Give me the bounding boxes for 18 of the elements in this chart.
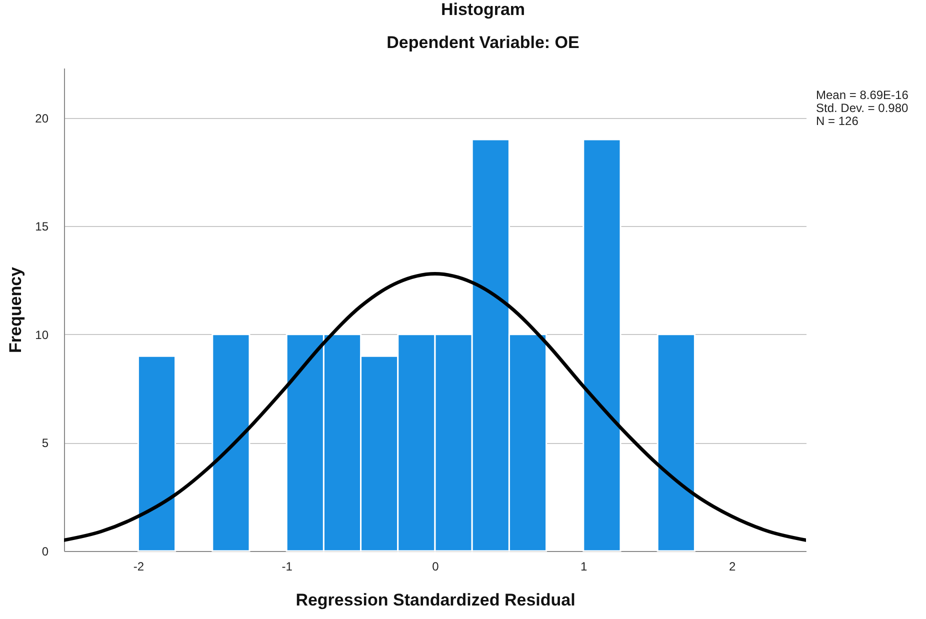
y-tick-label: 15 bbox=[35, 220, 49, 234]
chart-subtitle: Dependent Variable: OE bbox=[386, 33, 580, 52]
x-tick-label: -1 bbox=[282, 560, 293, 574]
x-axis-title: Regression Standardized Residual bbox=[296, 590, 576, 610]
y-axis-title: Frequency bbox=[6, 266, 26, 353]
x-tick-label: 2 bbox=[728, 560, 736, 574]
y-tick-label: 20 bbox=[35, 111, 49, 126]
y-tick-label: 0 bbox=[42, 544, 49, 558]
text: Std. Dev. = 0.980 bbox=[816, 101, 908, 115]
y-tick-label: 5 bbox=[42, 436, 49, 450]
line-series bbox=[64, 272, 806, 542]
y-tick-label: 10 bbox=[35, 328, 49, 342]
x-tick-label: -2 bbox=[133, 560, 144, 574]
text: Mean = 8.69E-16 bbox=[816, 88, 909, 102]
x-tick-label: 0 bbox=[432, 560, 440, 574]
text: N = 126 bbox=[816, 114, 859, 128]
x-tick-label: 1 bbox=[580, 560, 588, 574]
chart-title: Histogram bbox=[440, 0, 526, 19]
